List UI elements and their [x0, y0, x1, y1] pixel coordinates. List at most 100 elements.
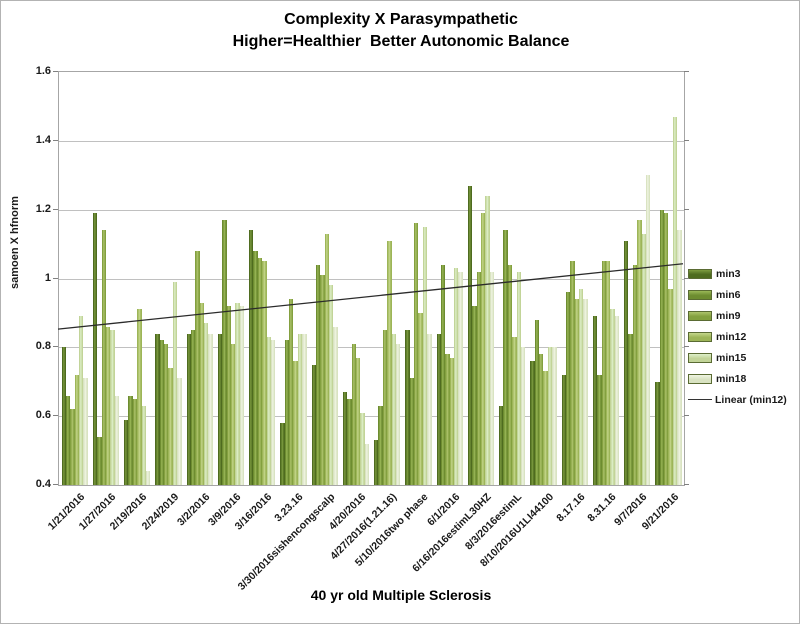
legend: min3 min6 min9 min12 min15 min18 Linear (min12…	[688, 263, 799, 410]
bar-min3	[436, 333, 441, 485]
bar-group	[436, 72, 463, 485]
bar-min12	[512, 337, 517, 485]
bar-min12	[449, 357, 454, 485]
bar-min18	[239, 306, 244, 485]
legend-label: Linear (min12)	[715, 393, 787, 406]
legend-item-min6: min6	[688, 284, 799, 305]
legend-swatch-min3	[688, 268, 712, 279]
bar-group	[530, 72, 557, 485]
legend-item-min9: min9	[688, 305, 799, 326]
bar-min6	[315, 264, 321, 485]
y-tick-label: 1.4	[35, 134, 51, 146]
bar-min6	[284, 340, 289, 485]
bar-min6	[597, 374, 602, 485]
bar-group	[624, 72, 651, 485]
bar-min3	[561, 374, 566, 485]
bar-min18	[458, 271, 463, 485]
bar-min9	[257, 257, 263, 485]
bar-min15	[579, 288, 584, 485]
bar-min18	[270, 340, 276, 485]
x-category-label: 3/2/2016	[174, 491, 213, 529]
x-axis-title: 40 yr old Multiple Sclerosis	[310, 587, 492, 603]
bar-min12	[324, 233, 329, 485]
bar-group	[61, 72, 88, 485]
bar-min15	[297, 333, 303, 485]
gridline	[59, 210, 684, 211]
plot-area	[58, 71, 685, 486]
bar-min18	[552, 347, 557, 485]
bar-min15	[516, 271, 521, 485]
bar-min6	[253, 250, 258, 485]
gridline	[59, 279, 684, 280]
bar-min9	[476, 271, 481, 485]
bar-min9	[382, 330, 388, 485]
bar-min3	[249, 230, 254, 485]
bar-min15	[485, 195, 490, 485]
bar-min18	[677, 230, 682, 485]
legend-swatch-min15	[688, 352, 712, 363]
y-axis-tick	[53, 415, 58, 416]
bar-min12	[605, 261, 611, 485]
y-tick-label: 1.6	[35, 65, 51, 77]
bar-min9	[507, 264, 513, 485]
bar-min15	[204, 323, 209, 485]
bar-min15	[391, 333, 396, 485]
bar-min18	[208, 333, 213, 485]
bar-min18	[520, 347, 526, 485]
bar-min12	[137, 309, 142, 485]
bar-group	[155, 72, 182, 485]
bar-min6	[222, 220, 227, 485]
bar-min9	[601, 261, 606, 485]
bar-min18	[83, 378, 88, 485]
bar-group	[561, 72, 588, 485]
y-axis-tick	[684, 140, 689, 141]
bar-min3	[624, 240, 629, 485]
bar-min3	[499, 405, 504, 485]
bar-min6	[472, 306, 477, 485]
bar-min12	[168, 367, 173, 485]
legend-label: min3	[716, 267, 741, 280]
bar-min18	[489, 271, 494, 485]
bar-min18	[177, 378, 182, 485]
bar-min18	[645, 175, 651, 485]
bar-min3	[467, 185, 473, 485]
bar-min12	[230, 343, 236, 485]
legend-item-linear-trend: Linear (min12)	[688, 389, 799, 410]
bar-min3	[405, 330, 410, 485]
bar-min15	[454, 268, 459, 485]
bar-min12	[480, 213, 486, 485]
y-tick-label: 1	[44, 272, 51, 284]
bar-min6	[409, 378, 414, 485]
bar-min9	[445, 354, 450, 485]
legend-item-min12: min12	[688, 326, 799, 347]
bar-min15	[266, 337, 271, 485]
y-axis-tick	[53, 278, 58, 279]
y-axis-tick	[53, 209, 58, 210]
bar-min12	[543, 371, 548, 485]
bar-min15	[79, 316, 84, 485]
bar-min9	[101, 230, 106, 485]
bar-min12	[199, 302, 204, 485]
bar-min18	[114, 395, 119, 485]
bar-min6	[659, 209, 664, 485]
bar-min15	[110, 330, 115, 485]
y-axis-tick	[53, 140, 58, 141]
bar-min6	[347, 398, 352, 485]
bar-group	[592, 72, 619, 485]
y-axis-tick	[684, 278, 689, 279]
y-tick-label: 0.4	[35, 478, 51, 490]
bar-min6	[565, 292, 571, 485]
legend-item-min18: min18	[688, 368, 799, 389]
bar-min6	[534, 319, 539, 485]
bar-min18	[427, 333, 432, 485]
bar-group	[311, 72, 338, 485]
legend-swatch-min6	[688, 289, 712, 300]
bar-min6	[159, 340, 164, 485]
bar-min15	[641, 233, 646, 485]
y-axis-tick	[53, 346, 58, 347]
y-tick-label: 0.8	[35, 340, 51, 352]
bar-min9	[132, 398, 138, 485]
bar-min9	[351, 343, 356, 485]
bar-min3	[280, 423, 285, 485]
